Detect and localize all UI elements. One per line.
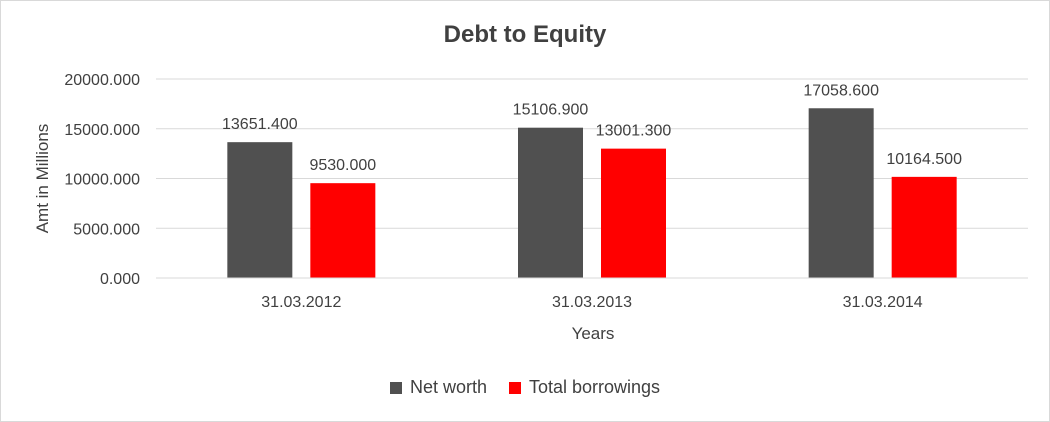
bar-1-1 xyxy=(601,148,666,278)
legend-label-total-borrowings: Total borrowings xyxy=(528,377,661,397)
bar-0-1 xyxy=(518,127,583,279)
bar-1-2 xyxy=(891,176,957,278)
bar-0-0 xyxy=(227,142,293,278)
x-tick-label: 31.03.2014 xyxy=(843,294,923,311)
data-label: 13001.300 xyxy=(596,123,672,140)
chart-title: Debt to Equity xyxy=(443,21,607,48)
bar-1-0 xyxy=(310,183,376,278)
data-label: 9530.000 xyxy=(309,157,376,174)
data-label: 17058.600 xyxy=(803,82,879,99)
data-label: 15106.900 xyxy=(513,102,589,119)
y-tick-label: 0.000 xyxy=(100,271,140,288)
legend-item-net-worth: Net worth xyxy=(389,377,487,398)
data-label: 13651.400 xyxy=(222,116,298,133)
legend: Net worth Total borrowings xyxy=(1,377,1049,398)
y-tick-label: 5000.000 xyxy=(73,221,140,238)
y-tick-label: 15000.000 xyxy=(64,122,140,139)
y-axis-title: Amt in Millions xyxy=(33,124,52,234)
x-tick-label: 31.03.2013 xyxy=(552,294,632,311)
y-tick-label: 20000.000 xyxy=(64,72,140,89)
legend-swatch-total-borrowings xyxy=(508,381,521,394)
data-label: 10164.500 xyxy=(886,151,962,168)
bar-0-2 xyxy=(808,108,874,278)
x-axis-title: Years xyxy=(572,324,615,343)
legend-item-total-borrowings: Total borrowings xyxy=(508,377,661,398)
legend-label-net-worth: Net worth xyxy=(409,377,487,397)
y-tick-label: 10000.000 xyxy=(64,172,140,189)
x-tick-label: 31.03.2012 xyxy=(261,294,341,311)
legend-swatch-net-worth xyxy=(389,381,402,394)
